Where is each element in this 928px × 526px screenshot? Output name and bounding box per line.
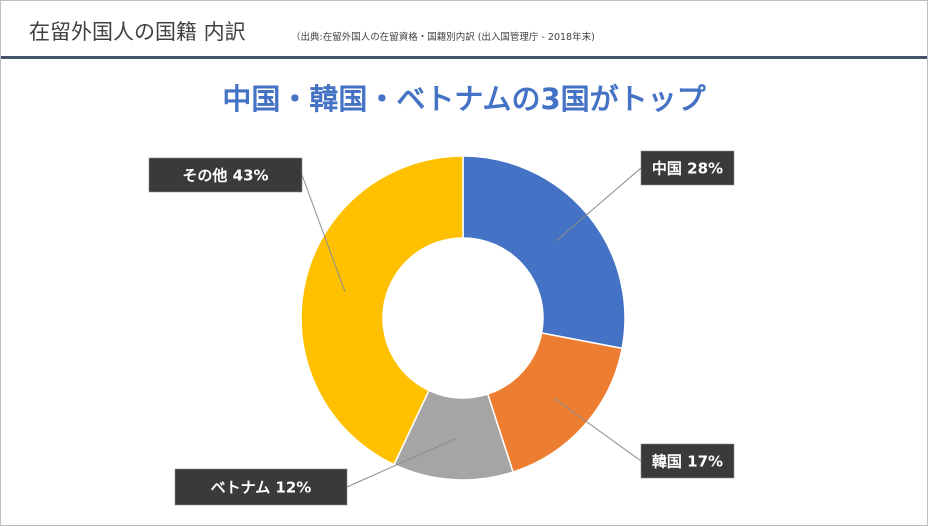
leader-line-korea xyxy=(553,397,642,462)
source-note: （出典:在留外国人の在留資格・国籍別内訳 (出入国管理庁 - 2018年末) xyxy=(291,32,595,43)
data-label-vietnam: ベトナム 12% xyxy=(174,468,348,506)
data-label-box xyxy=(174,468,348,506)
data-label-other: その他 43% xyxy=(148,157,303,193)
chart-headline: 中国・韓国・ベトナムの3国がトップ xyxy=(222,82,706,116)
header-bar: 在留外国人の国籍 内訳 （出典:在留外国人の在留資格・国籍別内訳 (出入国管理庁… xyxy=(1,1,927,59)
leader-line-other xyxy=(301,174,346,292)
data-label-text: ベトナム 12% xyxy=(211,479,312,497)
data-label-text: 韓国 17% xyxy=(652,453,723,471)
leader-line-china xyxy=(555,167,642,242)
data-label-text: 中国 28% xyxy=(652,160,723,178)
slice-other xyxy=(300,155,464,466)
header-divider xyxy=(1,56,927,59)
data-label-box xyxy=(640,443,735,479)
slice-korea xyxy=(486,332,624,474)
data-label-korea: 韓国 17% xyxy=(640,443,735,479)
data-label-box xyxy=(640,150,735,186)
data-label-text: その他 43% xyxy=(182,167,268,185)
data-label-china: 中国 28% xyxy=(640,150,735,186)
data-label-box xyxy=(148,157,303,193)
page-title: 在留外国人の国籍 内訳 xyxy=(29,20,246,44)
slice-china xyxy=(462,155,626,350)
leader-line-vietnam xyxy=(346,438,456,488)
